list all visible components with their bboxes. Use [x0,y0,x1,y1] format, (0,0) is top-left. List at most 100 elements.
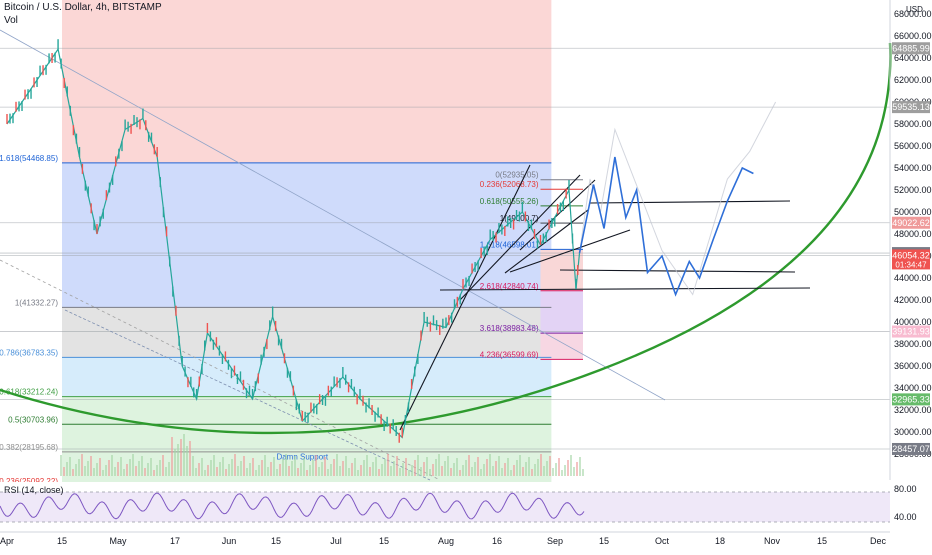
trend-line [0,259,441,481]
volume-bar [420,467,422,476]
volume-bar [156,465,158,476]
fib2-label: 4.236(36599.69) [480,350,539,359]
time-tick-label: Jul [330,536,342,546]
volume-bar [459,470,461,476]
support-annotation: Damn Support [276,453,328,462]
volume-bar [267,467,269,476]
price-tick-label: 56000.00 [894,141,932,151]
price-tick-label: 38000.00 [894,339,932,349]
volume-bar [162,455,164,476]
volume-bar [402,463,404,476]
price-tick-label: 66000.00 [894,31,932,41]
volume-bar [63,467,65,476]
volume-bar [447,456,449,476]
trend-line [439,287,811,291]
volume-bar [285,454,287,476]
volume-bar [96,463,98,476]
fib-zone-1 [62,307,552,358]
volume-bar [384,459,386,476]
fib2-label: 3.618(38983.48) [480,324,539,333]
volume-bar [582,469,584,476]
fib2-label: 2.618(42840.74) [480,282,539,291]
volume-bar [270,462,272,476]
volume-bar [249,463,251,476]
volume-bar [354,458,356,476]
fib2-zone-a [540,290,583,334]
fib-label: 1(41332.27) [15,298,58,307]
price-tick-label: 48000.00 [894,229,932,239]
volume-bar [300,463,302,476]
volume-bar [111,455,113,476]
volume-bar [399,468,401,476]
volume-bar [498,456,500,476]
trend-line [589,200,791,204]
volume-bar [579,457,581,476]
volume-bar [81,454,83,476]
volume-bar [336,454,338,476]
volume-bar [186,446,188,476]
rsi-label: RSI (14, close) [4,485,64,495]
time-tick-label: 15 [271,536,281,546]
volume-bar [207,465,209,476]
price-tick-label: 34000.00 [894,383,932,393]
volume-bar [129,459,131,476]
volume-bar [519,455,521,476]
trend-line [559,269,796,273]
fib2-zone-b [540,333,583,360]
volume-label: Vol [4,15,18,26]
volume-bar [381,464,383,476]
volume-bar [549,456,551,476]
volume-bar [351,463,353,476]
volume-bar [315,455,317,476]
time-tick-label: 15 [817,536,827,546]
volume-bar [147,463,149,476]
fib-label: 0.382(28195.68) [0,443,58,452]
time-tick-label: 18 [715,536,725,546]
volume-bar [303,458,305,476]
volume-bar [438,454,440,476]
volume-bar [411,465,413,476]
volume-bar [363,460,365,476]
volume-bar [123,469,125,476]
fib-label: 0.236(25092.22) [0,477,58,486]
volume-bar [468,455,470,476]
fib-label: 0.5(30703.96) [8,415,58,424]
price-tick-label: 68000.00 [894,9,932,19]
volume-bar [261,460,263,476]
volume-bar [297,468,299,476]
volume-bar [180,439,182,476]
volume-bar [105,465,107,476]
volume-bar [462,465,464,476]
volume-bar [177,444,179,476]
fib-zone-top [62,0,552,163]
volume-bar [390,466,392,476]
price-tick-label: 42000.00 [894,295,932,305]
volume-bar [192,456,194,476]
time-tick-label: 15 [599,536,609,546]
volume-bar [423,462,425,476]
volume-bar [507,458,509,476]
volume-bar [534,464,536,476]
price-tick-label: 58000.00 [894,119,932,129]
fib-zone-1618 [62,162,552,308]
volume-bar [144,468,146,476]
time-tick-label: 17 [170,536,180,546]
price-tick-label: 36000.00 [894,361,932,371]
volume-bar [201,458,203,476]
volume-bar [234,454,236,476]
volume-bar [357,470,359,476]
time-tick-label: Oct [655,536,670,546]
volume-bar [60,455,62,476]
volume-bar [546,461,548,476]
chart-title: Bitcoin / U.S. Dollar, 4h, BITSTAMP [4,2,162,13]
price-tag [892,101,930,114]
volume-bar [219,462,221,476]
volume-bar [222,457,224,476]
volume-bar [93,468,95,476]
trend-line [459,174,581,301]
volume-bar [366,455,368,476]
time-tick-label: Sep [547,536,563,546]
volume-bar [348,468,350,476]
